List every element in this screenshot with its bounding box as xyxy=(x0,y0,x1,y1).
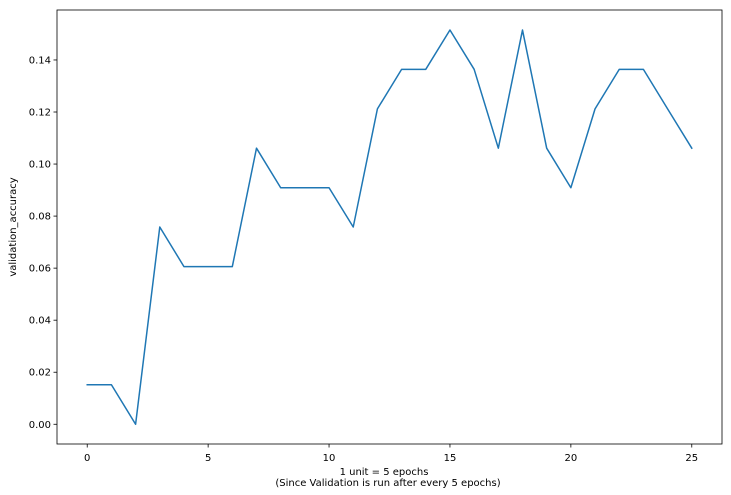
x-tick-label: 10 xyxy=(323,453,336,464)
x-axis-label-line-1: 1 unit = 5 epochs xyxy=(340,467,429,478)
x-tick-label: 15 xyxy=(444,453,457,464)
x-tick-label: 5 xyxy=(205,453,211,464)
y-tick-label: 0.08 xyxy=(29,212,51,223)
plot-area xyxy=(57,10,722,444)
plot-frame xyxy=(56,9,723,445)
y-tick-label: 0.04 xyxy=(29,316,51,327)
y-axis-ticks: 0.00 0.02 0.04 0.06 0.08 0.10 0.12 0.14 xyxy=(29,55,57,431)
x-tick-label: 25 xyxy=(685,453,698,464)
y-tick-label: 0.02 xyxy=(29,368,51,379)
y-tick-label: 0.10 xyxy=(29,160,51,171)
x-axis-label-line-2: (Since Validation is run after every 5 e… xyxy=(275,478,500,489)
y-tick-label: 0.14 xyxy=(29,55,51,66)
x-tick-label: 0 xyxy=(84,453,90,464)
y-tick-label: 0.00 xyxy=(29,420,51,431)
y-tick-label: 0.12 xyxy=(29,108,51,119)
x-tick-label: 20 xyxy=(564,453,577,464)
x-axis-ticks: 0 5 10 15 20 25 xyxy=(84,444,698,464)
y-tick-label: 0.06 xyxy=(29,264,51,275)
y-axis-label: validation_accuracy xyxy=(8,177,19,276)
validation-accuracy-line xyxy=(86,29,693,426)
